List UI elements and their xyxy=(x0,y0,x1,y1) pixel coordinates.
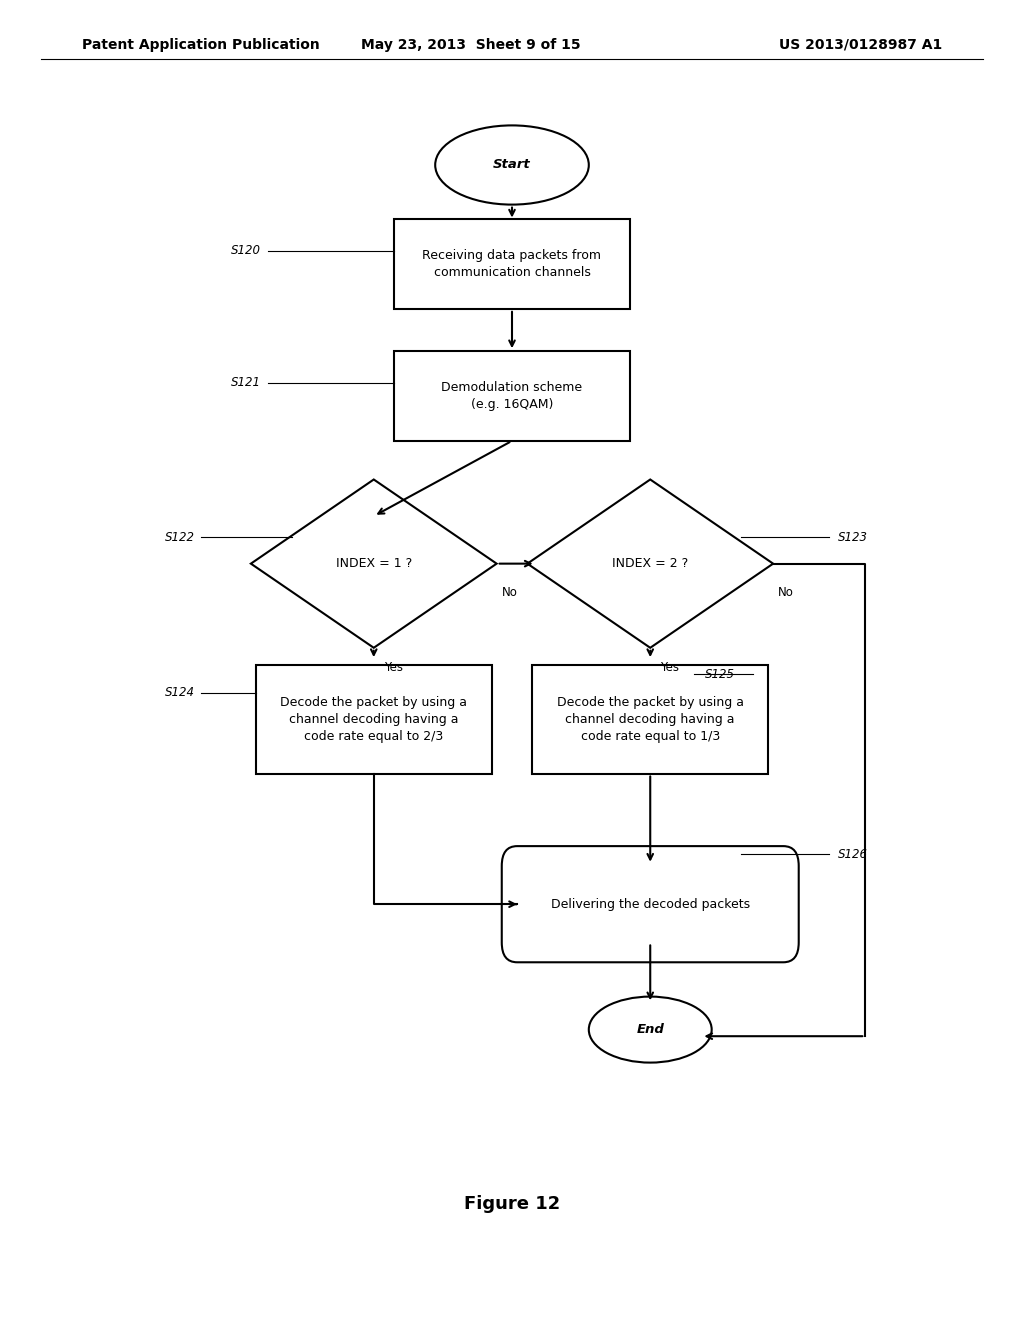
Ellipse shape xyxy=(589,997,712,1063)
Text: S125: S125 xyxy=(705,668,734,681)
Text: Receiving data packets from
communication channels: Receiving data packets from communicatio… xyxy=(423,249,601,279)
Text: Delivering the decoded packets: Delivering the decoded packets xyxy=(551,898,750,911)
Text: S122: S122 xyxy=(165,531,195,544)
Polygon shape xyxy=(251,479,497,648)
Text: Yes: Yes xyxy=(384,661,403,675)
FancyBboxPatch shape xyxy=(256,665,492,774)
FancyBboxPatch shape xyxy=(394,351,630,441)
Text: S123: S123 xyxy=(838,531,867,544)
FancyBboxPatch shape xyxy=(394,219,630,309)
Text: S126: S126 xyxy=(838,847,867,861)
Text: No: No xyxy=(778,586,795,599)
Text: May 23, 2013  Sheet 9 of 15: May 23, 2013 Sheet 9 of 15 xyxy=(361,38,581,51)
Text: Yes: Yes xyxy=(660,661,680,675)
Text: S120: S120 xyxy=(231,244,261,257)
Text: Start: Start xyxy=(494,158,530,172)
Text: Figure 12: Figure 12 xyxy=(464,1195,560,1213)
FancyBboxPatch shape xyxy=(532,665,768,774)
Text: Patent Application Publication: Patent Application Publication xyxy=(82,38,319,51)
Text: No: No xyxy=(502,586,518,599)
Text: S124: S124 xyxy=(165,686,195,700)
Text: US 2013/0128987 A1: US 2013/0128987 A1 xyxy=(779,38,942,51)
Ellipse shape xyxy=(435,125,589,205)
Text: Decode the packet by using a
channel decoding having a
code rate equal to 1/3: Decode the packet by using a channel dec… xyxy=(557,696,743,743)
Text: Demodulation scheme
(e.g. 16QAM): Demodulation scheme (e.g. 16QAM) xyxy=(441,381,583,411)
Text: INDEX = 1 ?: INDEX = 1 ? xyxy=(336,557,412,570)
Text: Decode the packet by using a
channel decoding having a
code rate equal to 2/3: Decode the packet by using a channel dec… xyxy=(281,696,467,743)
Text: End: End xyxy=(636,1023,665,1036)
FancyBboxPatch shape xyxy=(502,846,799,962)
Polygon shape xyxy=(527,479,773,648)
Text: S121: S121 xyxy=(231,376,261,389)
Text: INDEX = 2 ?: INDEX = 2 ? xyxy=(612,557,688,570)
